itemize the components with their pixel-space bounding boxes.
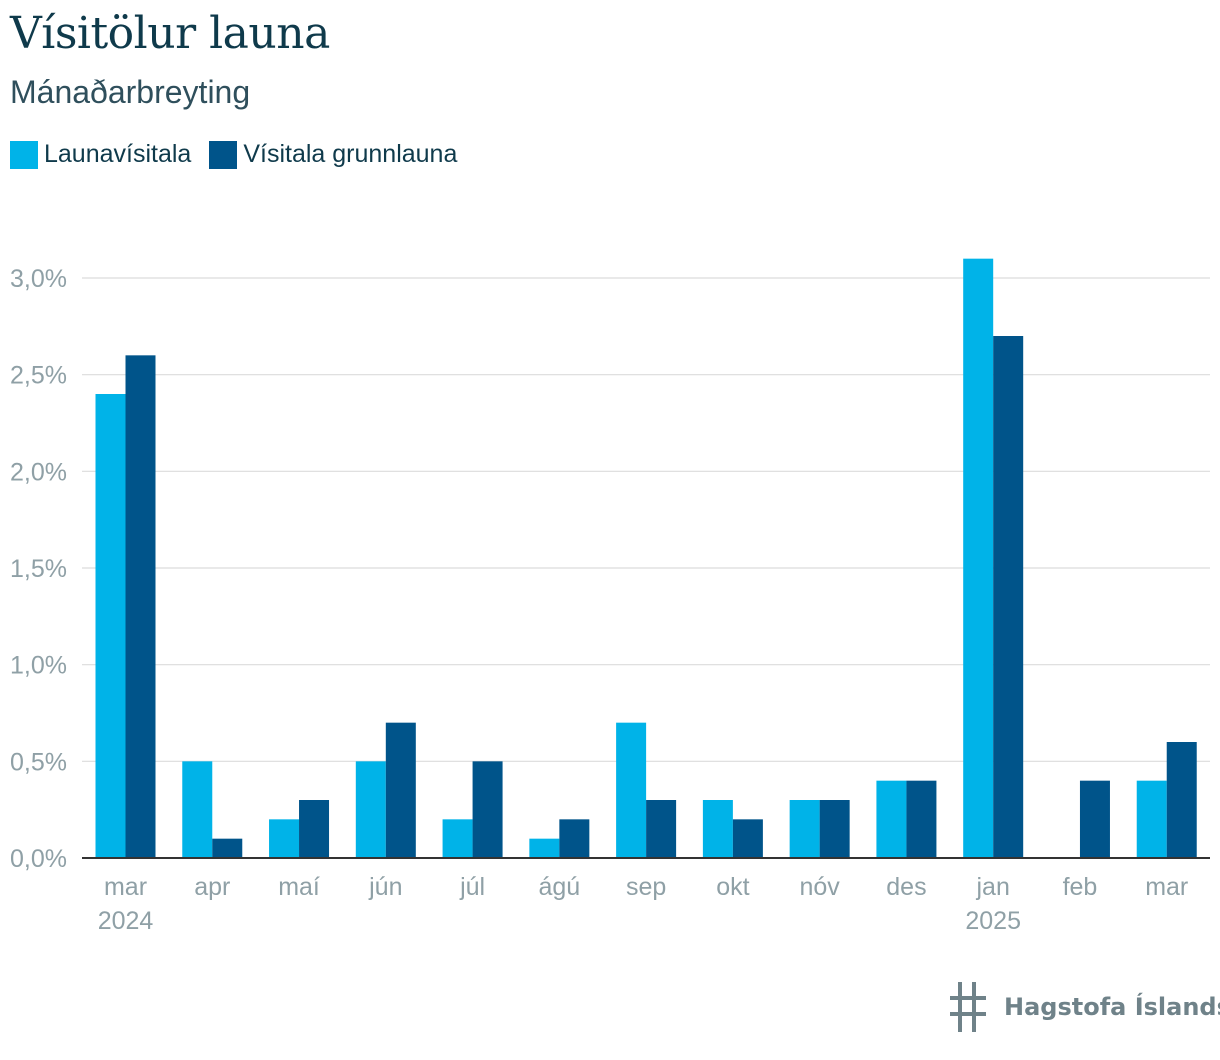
bar-launavisitala xyxy=(355,761,386,858)
legend-item-launavisitala: Launavísitala xyxy=(10,140,191,169)
x-tick-label: ágú xyxy=(538,873,580,901)
axis-layer: 0,0% 0,5% 1,0% 1,5% 2,0% 2,5% 3,0% mar 2024 apr ma… xyxy=(10,265,1210,935)
y-tick-label: 1,5% xyxy=(10,555,67,583)
x-tick-label: mar xyxy=(1145,873,1188,901)
x-year-label: 2025 xyxy=(965,907,1021,935)
bar-grunnlauna xyxy=(1166,742,1197,858)
legend-item-grunnlauna: Vísitala grunnlauna xyxy=(209,140,457,169)
x-tick-label: feb xyxy=(1063,873,1098,901)
bar-grunnlauna xyxy=(1079,780,1110,858)
legend-swatch-grunnlauna xyxy=(209,140,238,169)
x-tick-label: mar xyxy=(104,873,147,901)
x-year-label: 2024 xyxy=(98,907,154,935)
y-tick-label: 1,0% xyxy=(10,652,67,680)
bar-launavisitala xyxy=(876,780,907,858)
bar-layer xyxy=(95,258,1197,859)
bar-grunnlauna xyxy=(993,336,1024,858)
logo-text: Hagstofa Íslands xyxy=(1004,993,1220,1021)
bar-launavisitala xyxy=(1136,780,1167,858)
chart-subtitle: Mánaðarbreyting xyxy=(10,74,251,110)
bar-launavisitala xyxy=(442,819,473,858)
y-tick-label: 0,5% xyxy=(10,748,67,776)
legend-label-launavisitala: Launavísitala xyxy=(44,140,192,168)
x-tick-label: apr xyxy=(194,873,230,901)
y-tick-label: 2,5% xyxy=(10,362,67,390)
chart-title: Vísitölur launa xyxy=(10,8,330,59)
x-tick-label: jún xyxy=(368,873,402,901)
legend-swatch-launavisitala xyxy=(10,140,38,169)
x-tick-label: júl xyxy=(459,873,485,901)
bar-grunnlauna xyxy=(732,819,763,858)
x-tick-label: okt xyxy=(716,873,749,901)
x-tick-label: maí xyxy=(278,873,320,901)
bar-grunnlauna xyxy=(125,355,156,858)
bar-launavisitala xyxy=(616,722,647,858)
legend: Launavísitala Vísitala grunnlauna xyxy=(10,140,457,169)
x-tick-label: nóv xyxy=(799,873,840,901)
bar-grunnlauna xyxy=(559,819,590,858)
bar-grunnlauna xyxy=(472,761,503,858)
bar-launavisitala xyxy=(529,838,560,858)
grid-layer xyxy=(82,277,1210,762)
bar-launavisitala xyxy=(963,258,994,859)
bar-grunnlauna xyxy=(385,722,416,858)
hagstofa-logo-icon xyxy=(950,982,986,1032)
legend-label-grunnlauna: Vísitala grunnlauna xyxy=(243,140,458,168)
x-tick-label: sep xyxy=(626,873,666,901)
logo: Hagstofa Íslands xyxy=(950,982,1220,1032)
bar-grunnlauna xyxy=(212,838,243,858)
bar-launavisitala xyxy=(702,800,733,858)
bar-grunnlauna xyxy=(906,780,937,858)
x-tick-label: des xyxy=(886,873,926,901)
bar-grunnlauna xyxy=(819,800,850,858)
bar-launavisitala xyxy=(789,800,820,858)
bar-chart: 0,0% 0,5% 1,0% 1,5% 2,0% 2,5% 3,0% mar 2024 apr ma… xyxy=(10,258,1210,935)
bar-launavisitala xyxy=(95,394,126,858)
x-tick-label: jan xyxy=(976,873,1010,901)
y-tick-label: 0,0% xyxy=(10,845,67,873)
y-tick-label: 2,0% xyxy=(10,458,67,486)
bar-launavisitala xyxy=(182,761,213,858)
bar-launavisitala xyxy=(269,819,300,858)
y-tick-label: 3,0% xyxy=(10,265,67,293)
bar-grunnlauna xyxy=(646,800,677,858)
bar-grunnlauna xyxy=(299,800,330,858)
